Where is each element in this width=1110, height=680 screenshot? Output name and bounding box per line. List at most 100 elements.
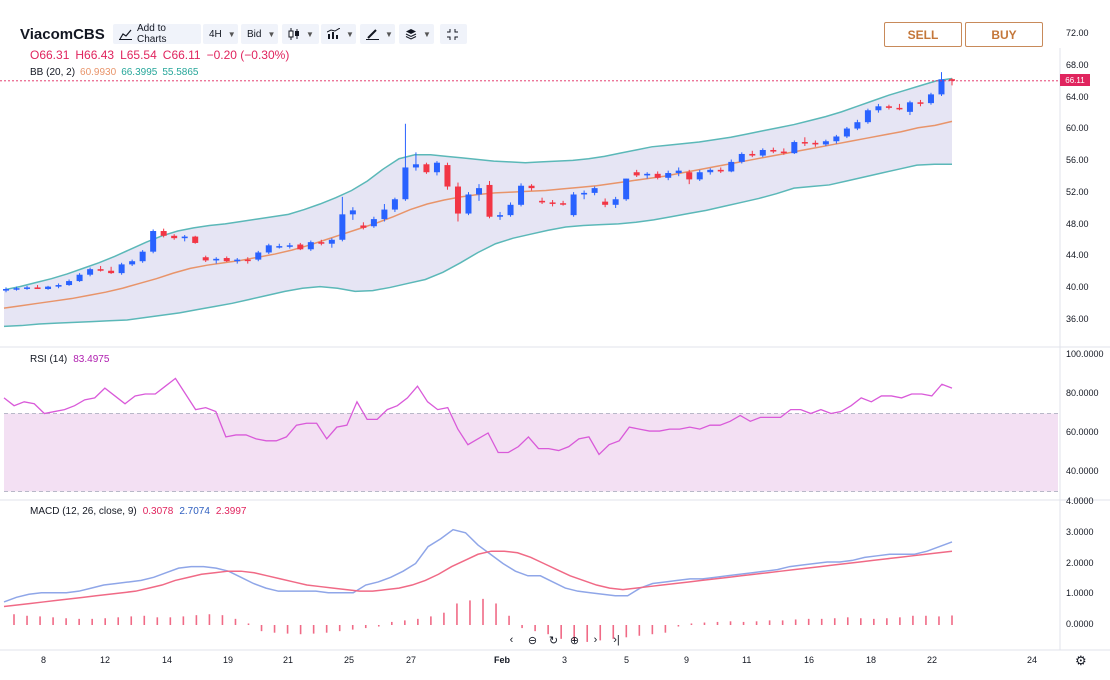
macd-line-value: 2.7074 <box>179 506 210 517</box>
chevron-down-icon: ▼ <box>423 29 431 39</box>
candle-body <box>171 235 178 239</box>
candle-body <box>45 286 52 290</box>
macd-histogram-bar <box>873 618 875 625</box>
scroll-right-icon[interactable]: › <box>593 634 598 646</box>
macd-histogram-bar <box>612 625 615 639</box>
price-axis-label: 36.00 <box>1066 314 1089 324</box>
macd-histogram-bar <box>664 625 667 633</box>
drawing-icon <box>366 28 379 40</box>
candle-body <box>717 169 724 172</box>
layers-button[interactable]: ▼ <box>399 24 434 44</box>
macd-histogram-bar <box>482 598 484 625</box>
interval-select[interactable]: 4H ▼ <box>203 24 238 44</box>
candle-body <box>864 110 871 123</box>
zoom-out-icon[interactable]: ⊖ <box>527 634 538 647</box>
candle-body <box>780 151 787 154</box>
macd-histogram-bar <box>338 625 341 632</box>
bb-lower-value: 55.5865 <box>162 67 199 78</box>
macd-histogram-bar <box>26 615 28 625</box>
bb-lower-line <box>3 163 952 328</box>
rsi-legend[interactable]: RSI (14) 83.4975 <box>30 354 115 365</box>
macd-histogram-bar <box>716 621 719 625</box>
rsi-band <box>4 413 1058 492</box>
macd-histogram-bar <box>703 622 706 625</box>
candle-body <box>223 258 230 262</box>
candle-body <box>328 239 335 244</box>
macd-histogram-bar <box>143 615 146 625</box>
bb-upper-value: 66.3995 <box>121 67 158 78</box>
rsi-axis-label: 60.0000 <box>1066 427 1099 437</box>
chevron-down-icon: ▼ <box>267 29 276 39</box>
macd-histogram-bar <box>417 618 419 625</box>
indicators-button[interactable]: ▼ <box>321 24 356 44</box>
candle-body <box>34 287 41 290</box>
macd-histogram-bar <box>91 618 93 625</box>
macd-histogram-bar <box>573 625 575 641</box>
price-axis-label: 56.00 <box>1066 155 1089 166</box>
candle-body <box>118 264 125 274</box>
bb-legend[interactable]: BB (20, 2) 60.9930 66.3995 55.5865 <box>30 67 204 78</box>
sell-button[interactable]: SELL <box>884 22 962 47</box>
macd-histogram-bar <box>742 621 745 625</box>
candle-body <box>833 136 840 142</box>
candle-body <box>349 210 356 215</box>
candle-body <box>297 244 304 250</box>
macd-histogram-bar <box>534 625 536 632</box>
candle-body <box>738 153 745 162</box>
macd-histogram-bar <box>886 618 888 625</box>
macd-histogram-bar <box>117 617 120 625</box>
candle-body <box>370 219 377 227</box>
macd-histogram-bar <box>560 625 562 639</box>
fullscreen-icon <box>446 28 459 41</box>
reset-icon[interactable]: ↻ <box>548 634 559 647</box>
candle-body <box>602 201 609 205</box>
macd-histogram-bar <box>820 618 823 625</box>
price-axis-label: 52.00 <box>1066 186 1089 197</box>
symbol-title[interactable]: ViacomCBS <box>20 26 105 43</box>
candle-body <box>896 107 903 110</box>
rsi-axis-label: 80.0000 <box>1066 388 1099 398</box>
candle-body <box>696 172 703 180</box>
scroll-left-icon[interactable]: ‹ <box>509 634 514 646</box>
add-to-charts-label: Add to Charts <box>137 23 167 45</box>
scroll-to-end-icon[interactable]: ›| <box>613 634 620 646</box>
candle-body <box>885 106 892 108</box>
fullscreen-button[interactable] <box>440 24 467 44</box>
macd-hist-value: 0.3078 <box>142 506 174 517</box>
price-axis-label: 48.00 <box>1066 218 1089 229</box>
macd-histogram-bar <box>364 625 367 629</box>
candle-body <box>76 274 83 282</box>
time-axis-label: 18 <box>866 655 877 665</box>
price-type-select[interactable]: Bid ▼ <box>241 24 278 44</box>
price-axis-label: 60.00 <box>1066 123 1089 134</box>
macd-histogram-bar <box>833 618 836 625</box>
time-axis-label: 22 <box>927 655 938 665</box>
buy-button[interactable]: BUY <box>965 22 1043 47</box>
drawing-tools-button[interactable]: ▼ <box>360 24 395 44</box>
macd-histogram-bar <box>586 625 589 642</box>
gear-icon[interactable]: ⚙ <box>1075 653 1087 668</box>
bb-name: BB (20, 2) <box>30 67 76 78</box>
candle-body <box>486 184 493 217</box>
macd-histogram-bar <box>299 625 302 635</box>
candle-body <box>644 173 651 176</box>
macd-signal-value: 2.3997 <box>215 506 247 517</box>
chevron-down-icon: ▼ <box>227 29 236 39</box>
macd-histogram-bar <box>768 620 771 625</box>
macd-histogram-bar <box>521 625 523 629</box>
chart-type-button[interactable]: ▼ <box>282 24 319 44</box>
candle-body <box>402 167 409 200</box>
macd-histogram-bar <box>325 625 328 633</box>
candle-body <box>108 270 115 274</box>
candle-body <box>843 128 850 137</box>
candle-body <box>875 106 882 111</box>
add-to-charts-button[interactable]: Add to Charts <box>113 23 201 45</box>
macd-histogram-bar <box>78 618 80 625</box>
macd-legend[interactable]: MACD (12, 26, close, 9) 0.3078 2.7074 2.399… <box>30 506 253 517</box>
candle-body <box>454 186 461 214</box>
macd-histogram-bar <box>391 621 393 625</box>
zoom-in-icon[interactable]: ⊕ <box>569 634 580 647</box>
price-axis-label: 64.00 <box>1066 91 1089 102</box>
macd-histogram-bar <box>260 625 263 632</box>
